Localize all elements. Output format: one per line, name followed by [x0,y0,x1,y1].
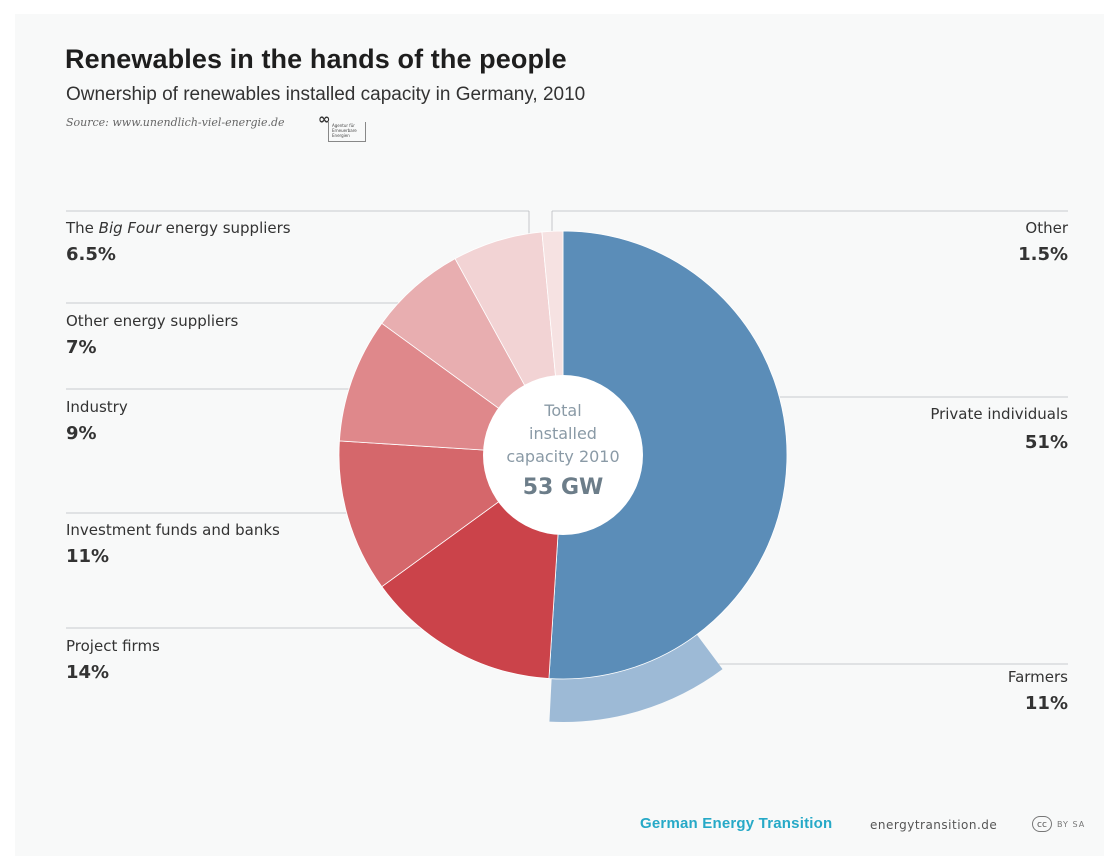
label-other-energy-suppliers: Other energy suppliers [66,312,239,330]
page-subtitle: Ownership of renewables installed capaci… [66,84,586,105]
value-project-firms: 14% [66,662,110,683]
creative-commons-icon: cc [1032,816,1052,832]
page-title: Renewables in the hands of the people [65,44,567,74]
label-industry: Industry [66,398,128,416]
value-private-individuals: 51% [1024,432,1068,453]
value-industry: 9% [66,423,97,444]
label-big-four: The Big Four energy suppliers [66,219,291,237]
agency-logo: ∞ Agentur für Erneuerbare Energien [318,112,368,144]
value-other: 1.5% [1018,244,1068,265]
source-note: Source: www.unendlich-viel-energie.de [66,116,285,129]
value-farmers: 11% [1024,693,1068,714]
label-farmers: Farmers [1007,668,1068,686]
label-private-individuals: Private individuals [930,405,1068,423]
label-other: Other [1025,219,1068,237]
footer-url: energytransition.de [870,818,998,832]
value-other-energy-suppliers: 7% [66,337,97,358]
infinity-logo-icon: ∞ [318,110,330,128]
infographic-card [15,14,1104,856]
value-investment-funds: 11% [66,546,110,567]
license-text: BY SA [1057,820,1086,829]
value-big-four: 6.5% [66,244,116,265]
label-project-firms: Project firms [66,637,160,655]
german-energy-transition-logo: German Energy Transition [640,815,833,832]
agency-logo-text: Agentur für Erneuerbare Energien [332,123,357,138]
label-investment-funds: Investment funds and banks [66,521,280,539]
